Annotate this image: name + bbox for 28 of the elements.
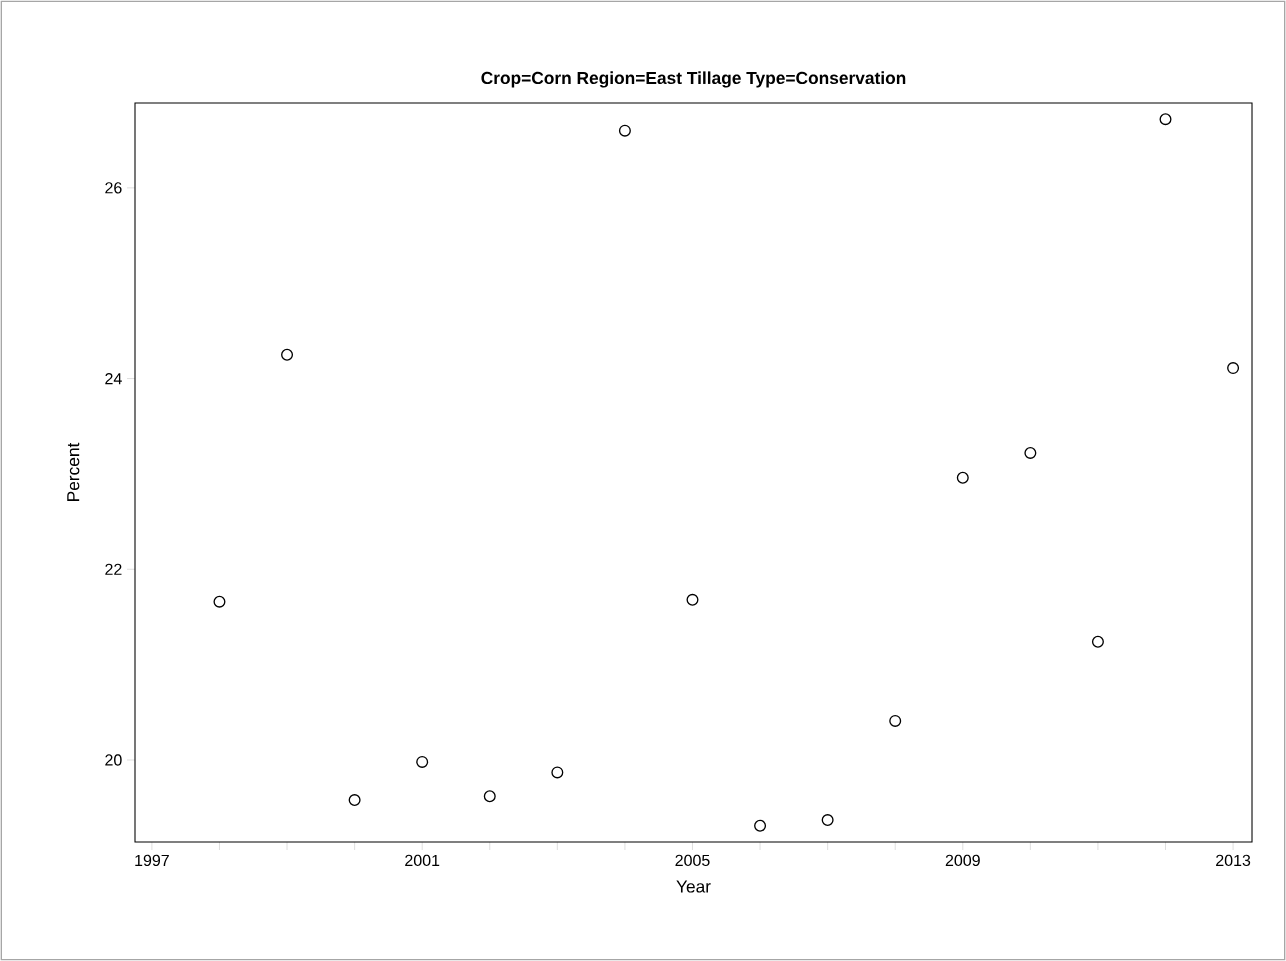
x-axis-title: Year bbox=[676, 880, 711, 893]
chart-title: Crop=Corn Region=East Tillage Type=Conservation bbox=[481, 71, 906, 88]
point bbox=[1227, 362, 1240, 375]
point bbox=[551, 766, 564, 779]
x-tick-label: 1997 bbox=[135, 854, 169, 867]
point bbox=[1024, 446, 1037, 459]
point bbox=[483, 790, 496, 803]
point bbox=[889, 714, 902, 727]
point bbox=[956, 471, 969, 484]
point bbox=[348, 794, 361, 807]
y-tick-label: 22 bbox=[105, 563, 122, 575]
point bbox=[1159, 113, 1172, 126]
x-tick-label: 2001 bbox=[405, 854, 440, 867]
y-axis-title: Percent bbox=[67, 442, 80, 501]
point bbox=[1091, 635, 1104, 648]
x-tick-label: 2013 bbox=[1216, 854, 1251, 867]
point bbox=[416, 755, 429, 768]
point bbox=[281, 348, 294, 361]
x-tick-label: 2005 bbox=[675, 854, 710, 867]
point bbox=[686, 593, 699, 606]
point bbox=[754, 819, 767, 832]
x-tick-label: 2009 bbox=[945, 854, 980, 867]
y-tick-label: 26 bbox=[105, 182, 122, 194]
point bbox=[821, 814, 834, 827]
point bbox=[213, 595, 226, 608]
y-tick-label: 24 bbox=[105, 372, 122, 385]
y-tick-label: 20 bbox=[105, 754, 122, 766]
point bbox=[618, 124, 631, 137]
